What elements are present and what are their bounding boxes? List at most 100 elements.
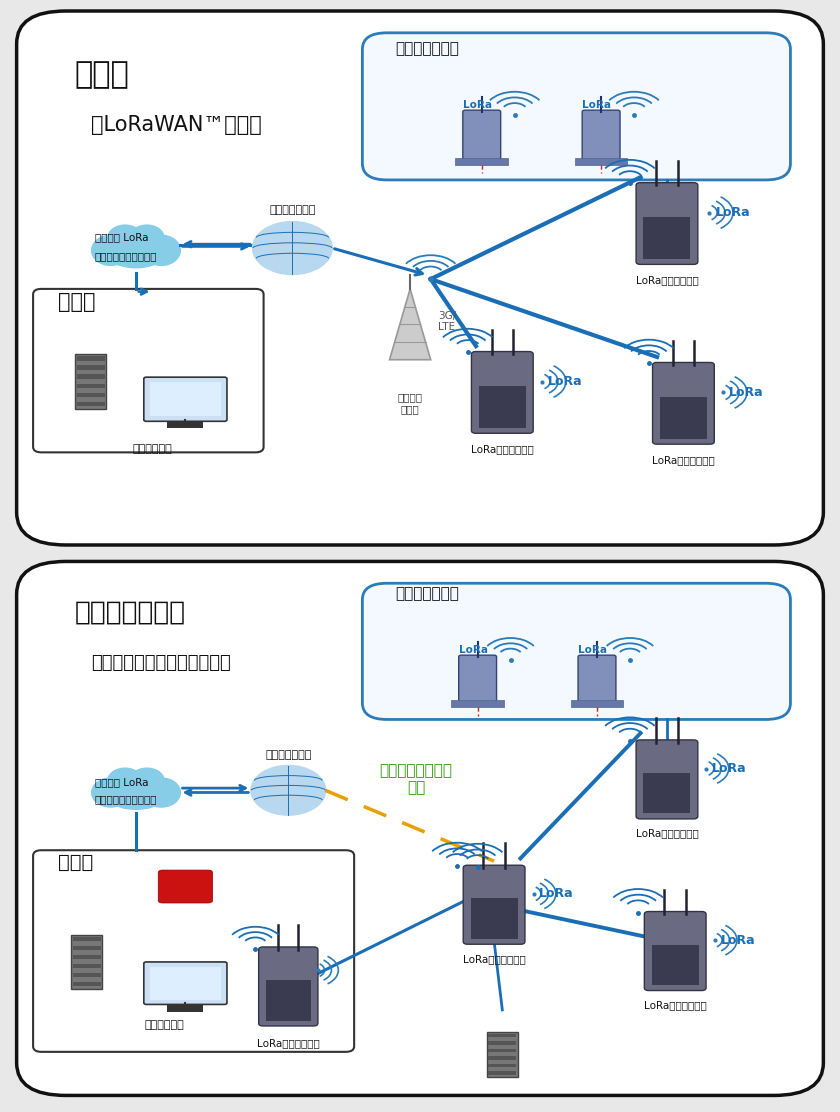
Bar: [266, 980, 311, 1021]
Text: LoRaゲートウェイ: LoRaゲートウェイ: [471, 444, 533, 454]
Circle shape: [253, 222, 332, 275]
Bar: [486, 1032, 518, 1076]
FancyBboxPatch shape: [33, 851, 354, 1052]
FancyBboxPatch shape: [463, 865, 525, 944]
Bar: [75, 355, 107, 409]
FancyBboxPatch shape: [644, 912, 706, 991]
Bar: [72, 946, 101, 950]
Bar: [76, 393, 105, 397]
Bar: [488, 1041, 517, 1045]
Bar: [470, 898, 517, 939]
FancyBboxPatch shape: [158, 870, 213, 903]
Bar: [451, 701, 504, 707]
Text: LoRa: LoRa: [579, 645, 607, 655]
Text: LoRa: LoRa: [721, 934, 755, 946]
Circle shape: [251, 766, 325, 815]
Text: クラウド LoRa: クラウド LoRa: [95, 232, 149, 242]
Bar: [72, 955, 101, 960]
Bar: [72, 936, 101, 941]
Bar: [455, 158, 508, 166]
Text: センサデバイス: センサデバイス: [396, 41, 459, 56]
FancyBboxPatch shape: [471, 351, 533, 434]
FancyBboxPatch shape: [144, 962, 227, 1004]
Text: LoRaゲートウェイ: LoRaゲートウェイ: [643, 1000, 706, 1010]
Bar: [72, 964, 101, 969]
Bar: [643, 773, 690, 814]
FancyBboxPatch shape: [144, 377, 227, 421]
Text: LoRa: LoRa: [548, 375, 582, 388]
Text: （クラウドサービス未接続）: （クラウドサービス未接続）: [91, 654, 230, 672]
Text: （LoRaWAN™運用）: （LoRaWAN™運用）: [91, 115, 261, 135]
FancyBboxPatch shape: [362, 32, 790, 180]
FancyBboxPatch shape: [259, 947, 318, 1026]
FancyBboxPatch shape: [362, 583, 790, 719]
Text: LoRaゲートウェイ: LoRaゲートウェイ: [257, 1039, 320, 1049]
Bar: [76, 401, 105, 406]
Text: 携帯電話
基地局: 携帯電話 基地局: [397, 393, 423, 414]
Text: ネットワークサーバー: ネットワークサーバー: [95, 795, 157, 805]
Bar: [488, 1056, 517, 1060]
Ellipse shape: [142, 236, 181, 266]
Bar: [150, 383, 221, 416]
FancyBboxPatch shape: [582, 110, 620, 160]
Text: LoRa: LoRa: [459, 645, 488, 655]
Text: クラウド LoRa: クラウド LoRa: [95, 777, 149, 787]
Text: センサデバイス: センサデバイス: [396, 586, 459, 600]
Text: 3G/
LTE: 3G/ LTE: [438, 310, 456, 332]
Bar: [488, 1071, 517, 1074]
Text: インターネット: インターネット: [265, 751, 312, 761]
Bar: [167, 1005, 203, 1012]
Text: 公衆サービス回線
不要: 公衆サービス回線 不要: [380, 763, 453, 795]
FancyBboxPatch shape: [578, 655, 616, 702]
FancyBboxPatch shape: [463, 110, 501, 160]
Ellipse shape: [108, 225, 142, 250]
Text: LoRa: LoRa: [463, 100, 492, 110]
Bar: [76, 375, 105, 379]
Ellipse shape: [109, 785, 163, 810]
FancyBboxPatch shape: [17, 11, 823, 545]
Text: LoRa: LoRa: [729, 386, 764, 399]
Ellipse shape: [92, 778, 129, 807]
Polygon shape: [390, 289, 431, 359]
Ellipse shape: [111, 229, 161, 267]
Bar: [76, 356, 105, 360]
Bar: [488, 1049, 517, 1052]
Bar: [488, 1034, 517, 1037]
FancyBboxPatch shape: [459, 655, 496, 702]
Bar: [76, 366, 105, 369]
Bar: [72, 982, 101, 986]
FancyBboxPatch shape: [653, 363, 714, 444]
Ellipse shape: [111, 773, 161, 808]
Text: LoRaゲートウェイ: LoRaゲートウェイ: [652, 455, 715, 465]
Bar: [575, 158, 627, 166]
FancyBboxPatch shape: [33, 289, 264, 453]
Text: 通常時: 通常時: [74, 60, 129, 89]
FancyBboxPatch shape: [636, 182, 698, 265]
Text: ネットワークサーバー: ネットワークサーバー: [95, 251, 157, 261]
Text: LoRa: LoRa: [717, 206, 751, 219]
Ellipse shape: [142, 778, 181, 807]
Bar: [150, 966, 221, 1000]
Text: LoRa: LoRa: [582, 100, 612, 110]
Text: LoRaゲートウェイ: LoRaゲートウェイ: [636, 828, 698, 838]
Ellipse shape: [108, 768, 142, 793]
Text: 管理棟: 管理棟: [58, 291, 95, 311]
Bar: [167, 421, 203, 428]
Bar: [488, 1064, 517, 1068]
Bar: [76, 384, 105, 388]
Bar: [660, 397, 707, 439]
Bar: [652, 944, 699, 985]
Text: LoRa: LoRa: [712, 762, 747, 775]
Text: インターネット: インターネット: [269, 206, 316, 216]
Text: 管理用ソフト: 管理用ソフト: [145, 1020, 185, 1030]
Ellipse shape: [92, 236, 129, 266]
Bar: [479, 386, 526, 428]
FancyBboxPatch shape: [636, 739, 698, 818]
FancyBboxPatch shape: [17, 562, 823, 1095]
Ellipse shape: [129, 225, 164, 250]
Text: LoRa: LoRa: [539, 887, 574, 901]
Text: LoRaゲートウェイ: LoRaゲートウェイ: [463, 954, 526, 964]
Ellipse shape: [109, 242, 163, 268]
Text: 管理棟: 管理棟: [58, 853, 93, 872]
Text: 通信障害発生時: 通信障害発生時: [74, 599, 186, 626]
